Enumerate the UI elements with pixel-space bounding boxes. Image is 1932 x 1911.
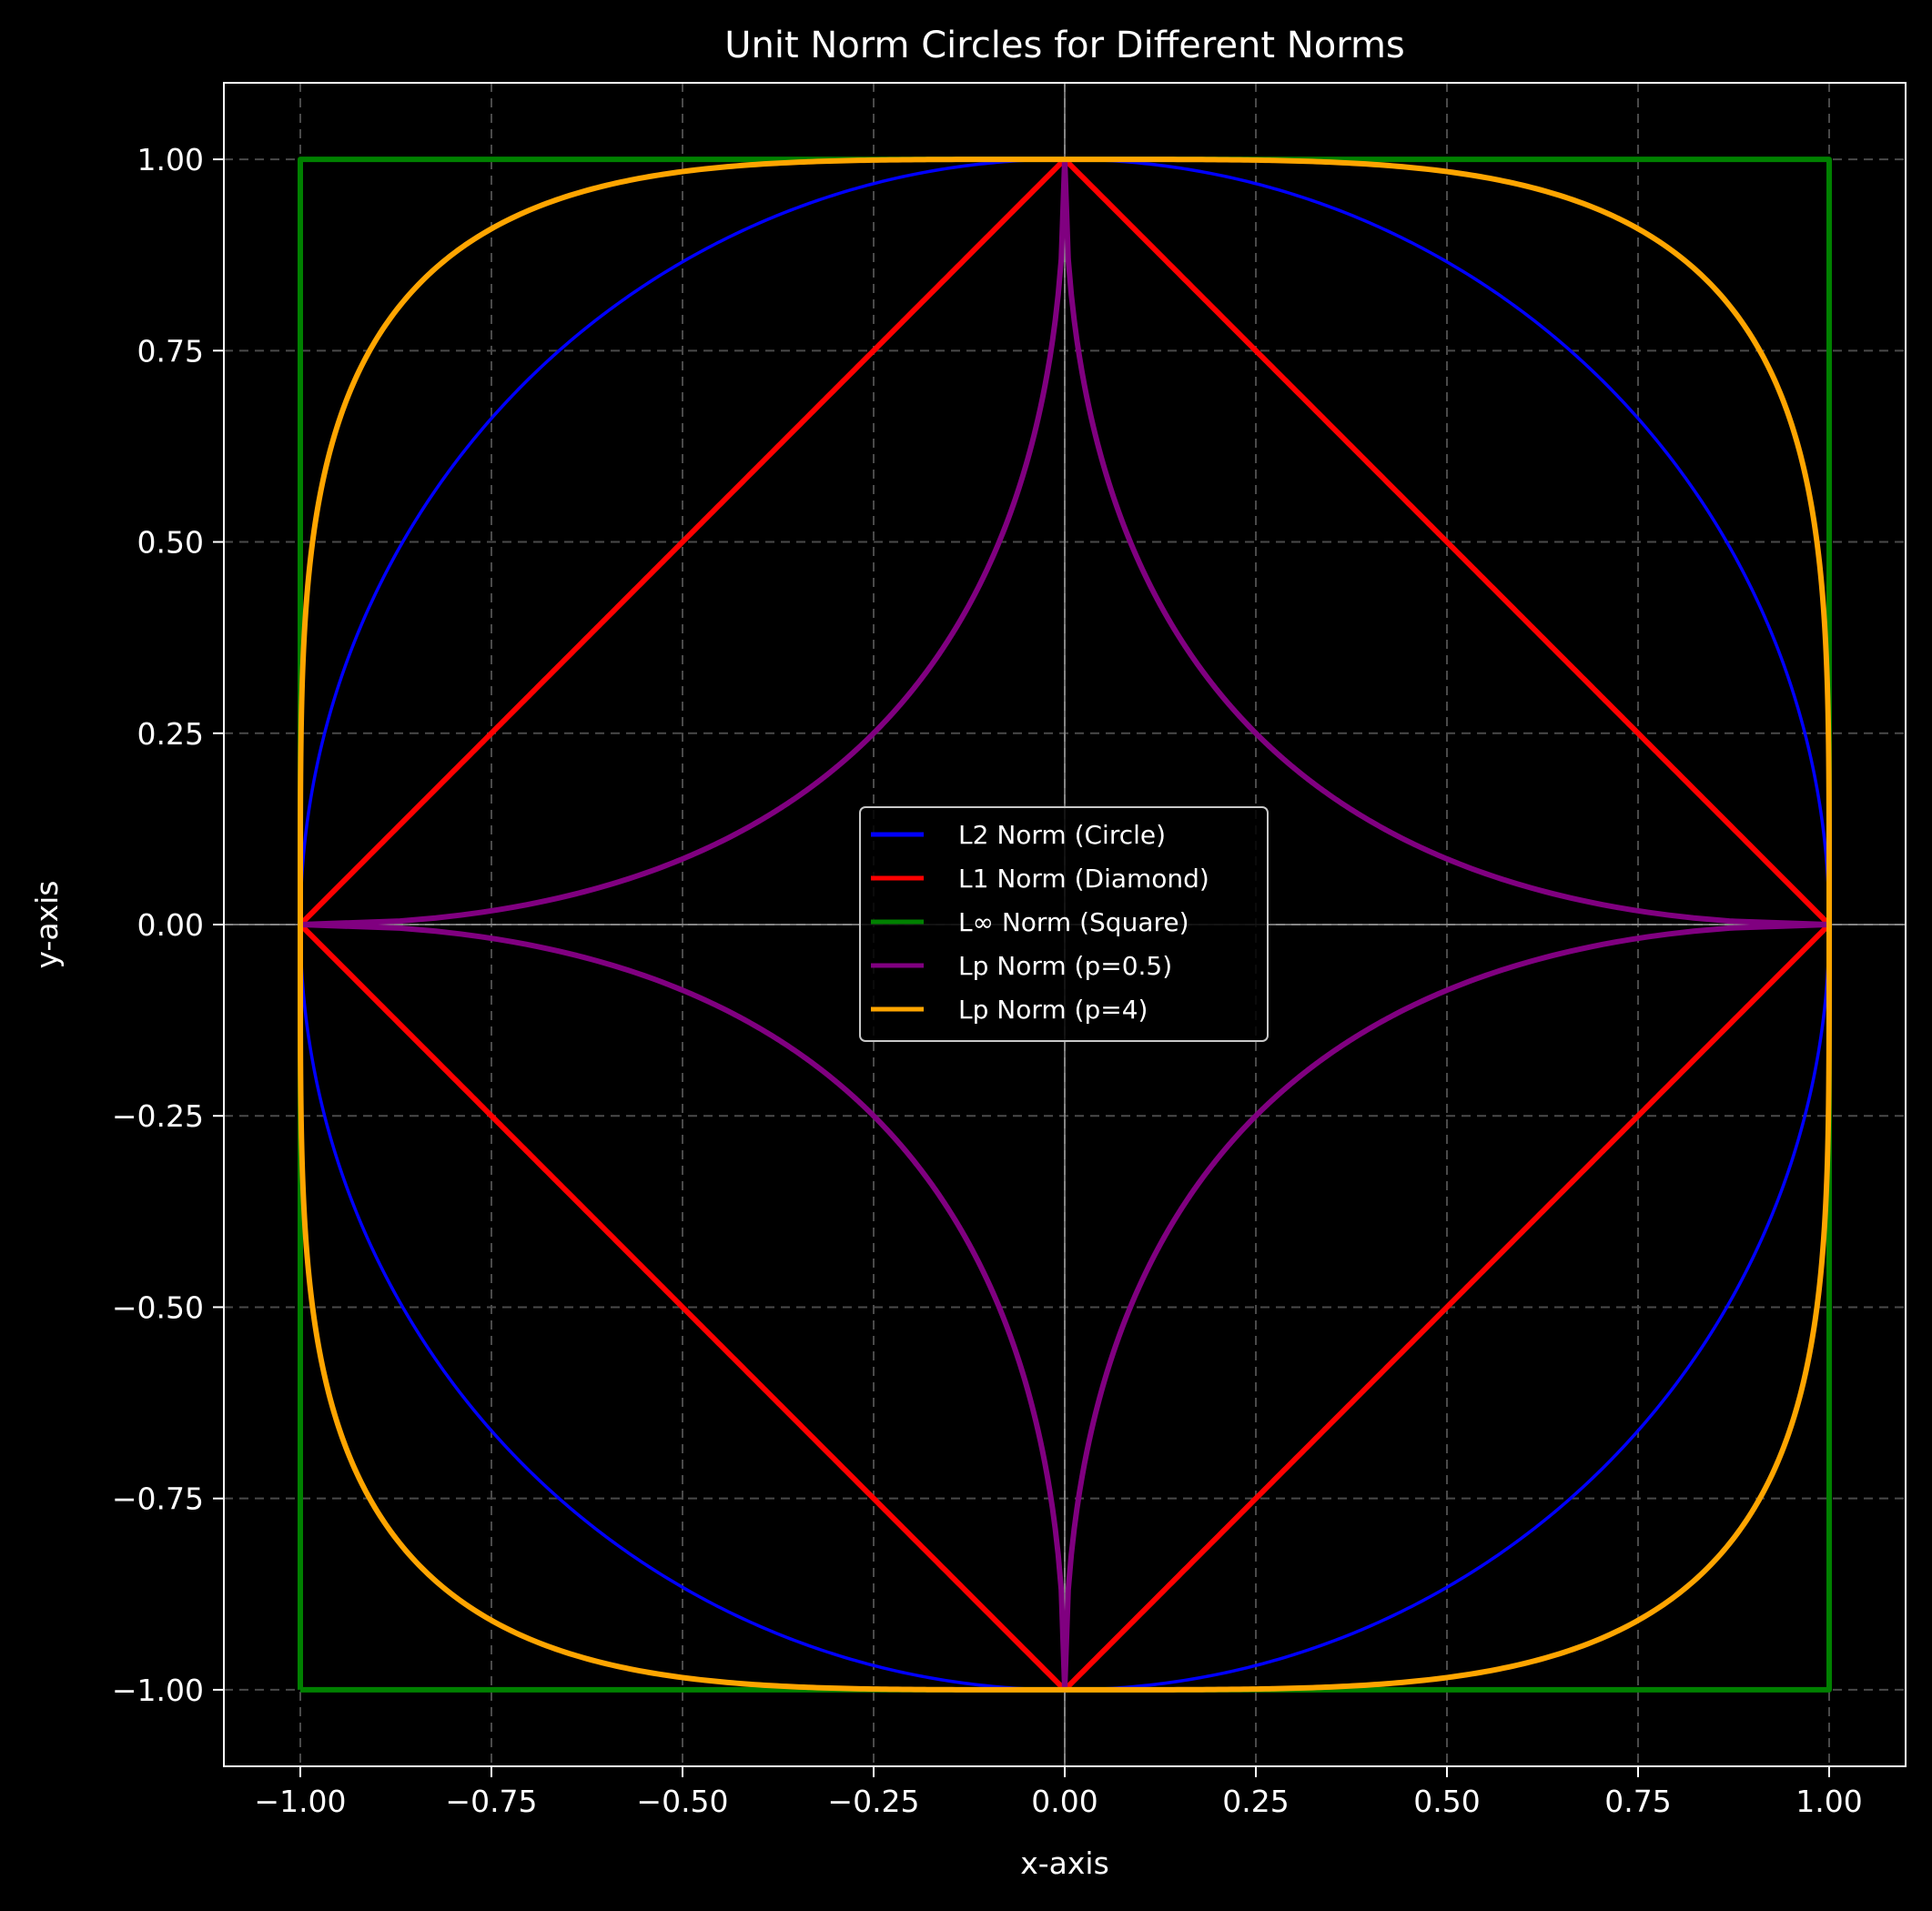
y-tick-label-7: 0.75: [137, 333, 204, 369]
x-tick-label-6: 0.50: [1413, 1784, 1480, 1819]
ticks: −1.00 −0.75 −0.50 −0.25 0.00 0.25 0.50 0.75 1.00…: [112, 142, 1863, 1819]
y-tick-label-5: 0.25: [137, 716, 204, 752]
y-axis-label: y-axis: [29, 881, 65, 969]
x-tick-label-1: −0.75: [445, 1784, 537, 1819]
x-axis-label: x-axis: [1020, 1845, 1109, 1881]
legend-label-0: L2 Norm (Circle): [958, 820, 1166, 850]
y-tick-label-3: −0.25: [112, 1098, 204, 1134]
y-tick-label-2: −0.50: [112, 1289, 204, 1325]
legend-label-2: L∞ Norm (Square): [958, 907, 1189, 937]
legend-label-3: Lp Norm (p=0.5): [958, 951, 1172, 981]
x-tick-label-5: 0.25: [1222, 1784, 1289, 1819]
x-tick-label-2: −0.50: [636, 1784, 728, 1819]
y-tick-label-4: 0.00: [137, 907, 204, 943]
chart-title: Unit Norm Circles for Different Norms: [724, 25, 1405, 66]
y-tick-label-8: 1.00: [137, 142, 204, 177]
x-tick-label-0: −1.00: [254, 1784, 346, 1819]
x-tick-label-4: 0.00: [1031, 1784, 1097, 1819]
x-tick-label-3: −0.25: [827, 1784, 919, 1819]
x-tick-label-7: 0.75: [1604, 1784, 1671, 1819]
y-tick-label-1: −0.75: [112, 1481, 204, 1517]
legend: L2 Norm (Circle) L1 Norm (Diamond) L∞ Norm…: [859, 806, 1269, 1042]
legend-label-4: Lp Norm (p=4): [958, 995, 1148, 1025]
series-line-4: [298, 157, 1832, 1693]
x-tick-label-8: 1.00: [1795, 1784, 1862, 1819]
series-layer: [298, 157, 1832, 1693]
legend-box: [859, 806, 1269, 1042]
legend-label-1: L1 Norm (Diamond): [958, 864, 1209, 894]
y-tick-label-6: 0.50: [137, 525, 204, 561]
y-tick-label-0: −1.00: [112, 1673, 204, 1708]
